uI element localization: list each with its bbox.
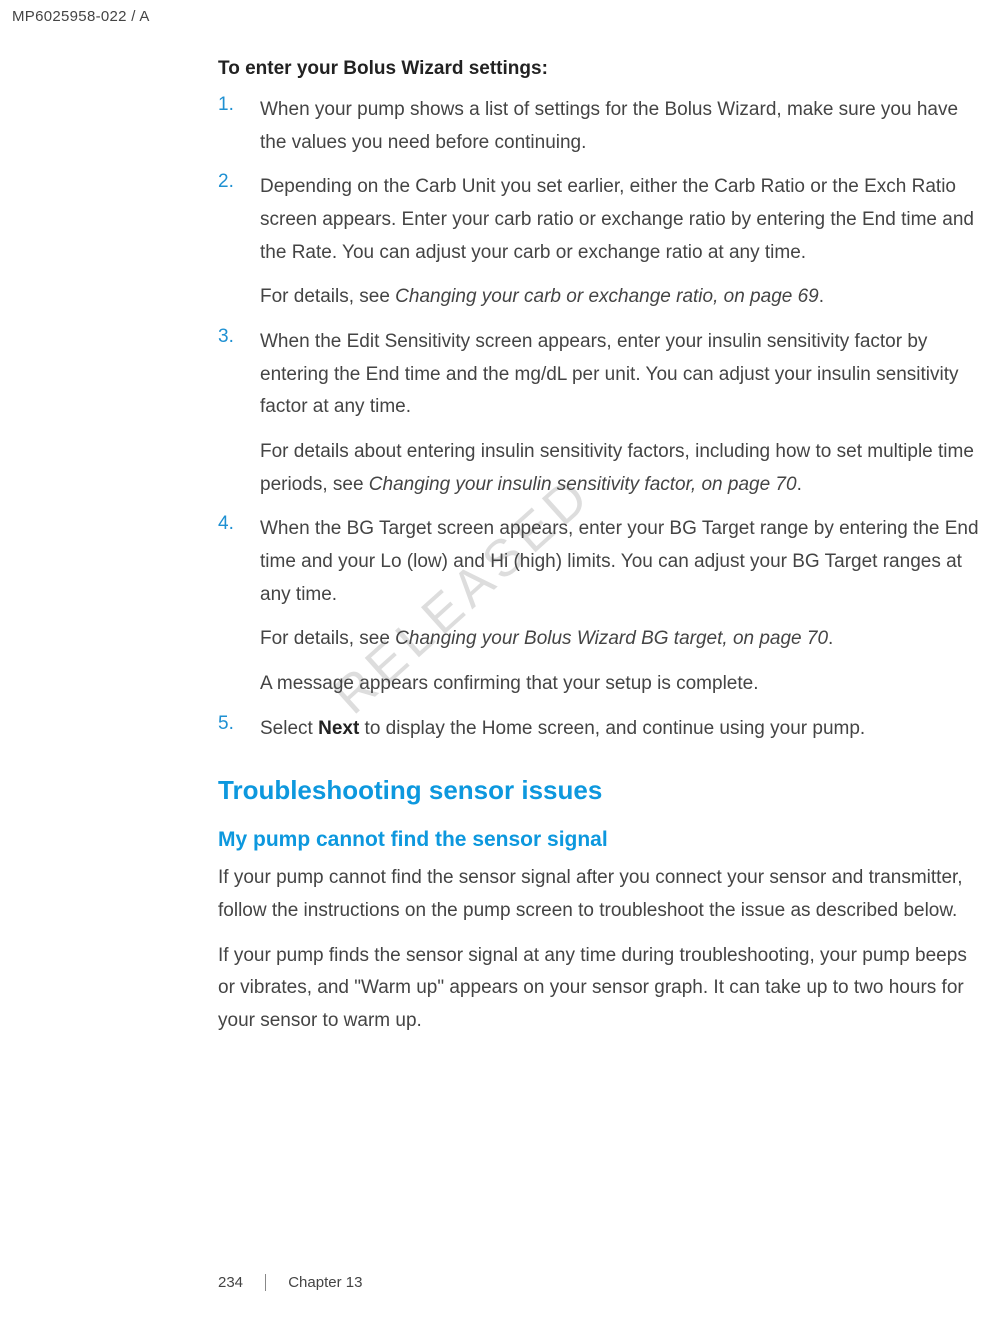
step-paragraph: When your pump shows a list of settings … (260, 94, 986, 159)
page-footer: 234 Chapter 13 (218, 1274, 362, 1291)
italic-ref: Changing your Bolus Wizard BG target, on… (395, 628, 828, 649)
doc-header-code: MP6025958-022 / A (12, 8, 150, 25)
step-paragraph: A message appears confirming that your s… (260, 668, 986, 701)
step-item: 5. Select Next to display the Home screen… (218, 713, 986, 746)
step-paragraph: Depending on the Carb Unit you set earli… (260, 171, 986, 269)
step-item: 1. When your pump shows a list of setting… (218, 94, 986, 159)
step-paragraph: For details about entering insulin sensi… (260, 436, 986, 501)
italic-ref: Changing your carb or exchange ratio, on… (395, 286, 819, 307)
step-item: 3. When the Edit Sensitivity screen appea… (218, 326, 986, 501)
subsection-heading: My pump cannot find the sensor signal (218, 828, 986, 852)
step-number: 4. (218, 513, 234, 535)
step-paragraph: When the Edit Sensitivity screen appears… (260, 326, 986, 424)
step-item: 4. When the BG Target screen appears, ent… (218, 513, 986, 700)
step-paragraph: For details, see Changing your Bolus Wiz… (260, 623, 986, 656)
intro-heading: To enter your Bolus Wizard settings: (218, 58, 986, 80)
section-heading: Troubleshooting sensor issues (218, 775, 986, 806)
italic-ref: Changing your insulin sensitivity factor… (369, 474, 797, 495)
bold-term: Next (318, 718, 359, 739)
step-paragraph: When the BG Target screen appears, enter… (260, 513, 986, 611)
step-number: 1. (218, 94, 234, 116)
body-paragraph: If your pump finds the sensor signal at … (218, 940, 986, 1038)
step-item: 2. Depending on the Carb Unit you set ear… (218, 171, 986, 314)
step-paragraph: Select Next to display the Home screen, … (260, 713, 986, 746)
step-paragraph: For details, see Changing your carb or e… (260, 281, 986, 314)
body-paragraph: If your pump cannot find the sensor sign… (218, 862, 986, 927)
step-number: 2. (218, 171, 234, 193)
step-number: 3. (218, 326, 234, 348)
page-number: 234 (218, 1274, 266, 1291)
chapter-label: Chapter 13 (288, 1274, 362, 1291)
page-content: To enter your Bolus Wizard settings: 1. W… (218, 58, 986, 1050)
steps-list: 1. When your pump shows a list of setting… (218, 94, 986, 745)
step-number: 5. (218, 713, 234, 735)
